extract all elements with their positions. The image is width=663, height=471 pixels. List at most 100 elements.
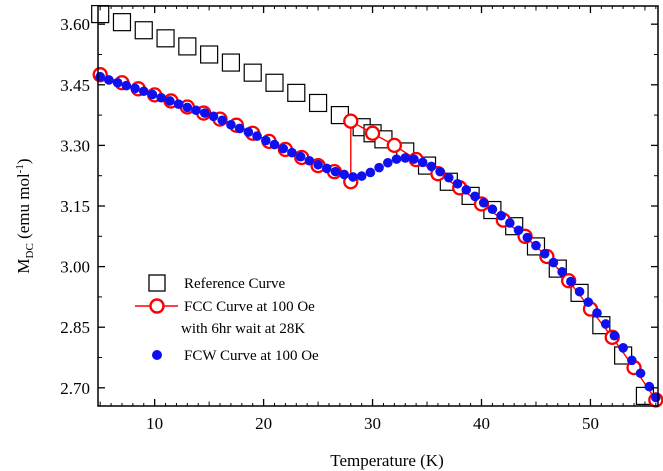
fcw-point: [156, 92, 166, 103]
y-axis-title-unit-sup: -1: [14, 164, 26, 173]
fcw-point: [566, 276, 576, 287]
fcw-point: [592, 308, 602, 318]
fcw-point: [444, 172, 454, 183]
legend-label-fcc: FCC Curve at 100 Oe: [184, 299, 315, 315]
fcw-point: [618, 343, 628, 353]
fcw-point: [269, 139, 280, 150]
fcw-point: [313, 159, 323, 170]
fcw-point: [505, 218, 515, 228]
fcw-point: [574, 286, 585, 297]
y-tick-label: 2.70: [60, 379, 90, 398]
fcw-point: [461, 185, 472, 195]
fcw-point: [330, 166, 341, 177]
y-tick-label: 3.30: [60, 136, 90, 155]
fcw-point: [513, 225, 524, 236]
series-layer: [91, 4, 663, 408]
fcw-point: [339, 169, 350, 180]
legend-label-fcw: FCW Curve at 100 Oe: [184, 348, 319, 364]
legend-marker-reference: [148, 274, 166, 292]
fcw-point: [217, 115, 228, 126]
fcw-point: [548, 257, 559, 268]
fcw-point: [557, 267, 567, 277]
fcw-point: [600, 319, 611, 329]
y-axis-title-unit-end: ): [14, 158, 33, 164]
x-tick-label: 10: [146, 414, 163, 433]
fcw-point: [651, 392, 661, 403]
fcw-point: [165, 96, 175, 106]
x-tick-label: 30: [364, 414, 381, 433]
fcw-point: [208, 111, 219, 122]
fcw-point: [260, 135, 271, 146]
fcw-point: [374, 162, 384, 173]
fcw-point: [383, 157, 393, 168]
fcw-point: [426, 161, 437, 172]
fcc-point: [364, 125, 381, 141]
reference-point: [243, 63, 262, 82]
axis-ticks: [98, 6, 658, 406]
fcw-point: [627, 355, 637, 366]
y-tick-label: 3.45: [60, 76, 90, 95]
fcw-point: [121, 80, 132, 91]
fcw-point: [487, 204, 498, 215]
fcw-point: [609, 330, 620, 341]
fcw-point: [278, 143, 289, 154]
fcw-point: [635, 368, 646, 379]
reference-point: [178, 37, 197, 56]
fcw-point: [531, 240, 541, 251]
fcw-point: [295, 151, 306, 162]
y-axis-title-sub: DC: [24, 243, 36, 258]
fcw-point: [365, 167, 376, 178]
y-tick-label: 3.60: [60, 15, 90, 34]
y-tick-label: 3.15: [60, 197, 90, 216]
fcc-point: [343, 113, 359, 129]
legend-label-fcc-line2: with 6hr wait at 28K: [181, 321, 305, 337]
legend-marker-fcw: [152, 350, 162, 360]
fcw-point: [234, 123, 245, 134]
y-axis-title-main: M: [14, 258, 33, 273]
legend-label-reference: Reference Curve: [184, 276, 286, 292]
fcw-point: [391, 154, 402, 164]
fcw-point: [400, 153, 411, 163]
fcw-point: [478, 197, 489, 208]
fcw-point: [199, 108, 210, 118]
y-axis-title: MDC (emu mol-1): [14, 158, 36, 273]
fcw-point: [435, 166, 445, 177]
fcw-point: [409, 154, 419, 164]
fcw-point: [252, 131, 262, 141]
fcw-point: [191, 105, 201, 116]
reference-point: [112, 13, 132, 32]
reference-point: [156, 29, 175, 48]
fcw-point: [147, 89, 158, 100]
fcw-point: [452, 178, 463, 189]
y-tick-label: 3.00: [60, 258, 90, 277]
fcw-point: [95, 71, 105, 82]
fcw-point: [182, 102, 193, 113]
fcc-point: [386, 137, 402, 154]
fcw-point: [173, 99, 184, 109]
fcw-point: [539, 248, 550, 259]
legend-marker-fcc: [149, 298, 165, 314]
plot-frame: [97, 5, 659, 407]
fcw-point: [644, 381, 655, 392]
x-tick-label: 20: [255, 414, 272, 433]
legend: Reference Curve FCC Curve at 100 Oe with…: [135, 274, 319, 364]
reference-point: [265, 73, 284, 92]
y-tick-label: 2.85: [60, 318, 90, 337]
fcw-point: [348, 172, 358, 182]
fcw-point: [138, 86, 149, 97]
axis-tick-labels: 10 20 30 40 50 2.70 2.85 3.00 3.15 3.30 3.45 3.60: [60, 15, 599, 433]
fcw-point: [243, 127, 254, 137]
fcw-point: [104, 75, 114, 85]
x-tick-label: 40: [473, 414, 490, 433]
fcw-point: [130, 83, 140, 94]
fcw-point: [226, 119, 236, 130]
reference-point: [221, 53, 241, 72]
fcw-point: [417, 157, 428, 168]
reference-point: [134, 21, 153, 40]
fcw-point: [304, 155, 315, 166]
y-axis-title-unit: (emu mol: [14, 173, 33, 243]
fcw-point: [583, 297, 594, 307]
reference-point: [200, 45, 219, 64]
fcw-point: [321, 163, 332, 174]
